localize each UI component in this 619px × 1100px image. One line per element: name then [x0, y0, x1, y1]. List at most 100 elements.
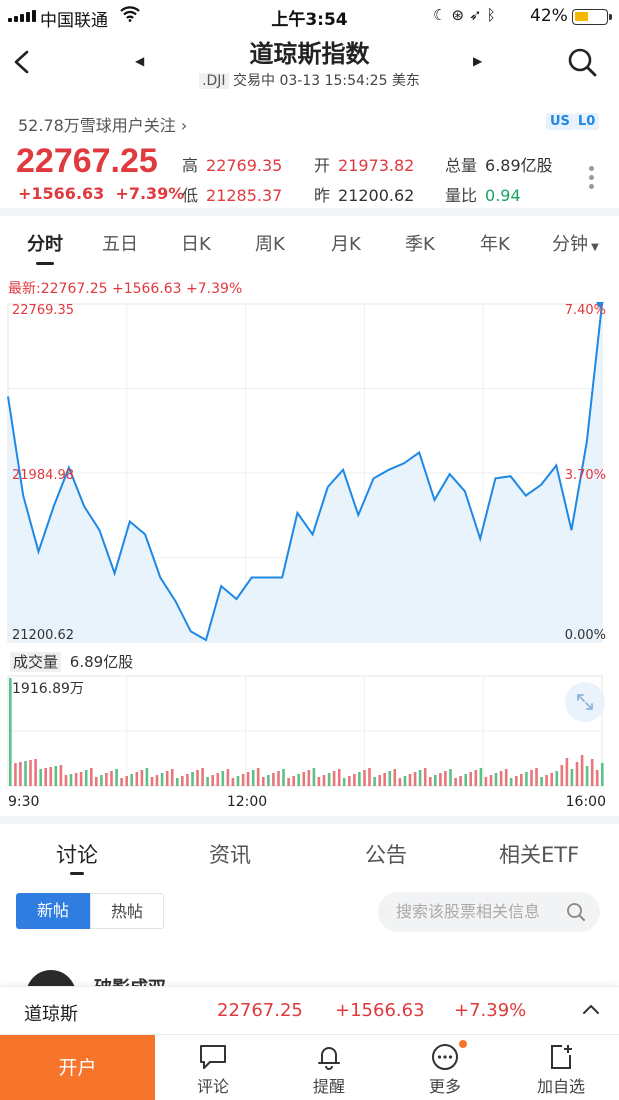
volume-bar — [277, 771, 280, 786]
sticky-quote-bar[interactable]: 道琼斯 22767.25 +1566.63 +7.39% — [0, 986, 619, 1034]
tab-5day[interactable]: 五日 — [102, 234, 138, 255]
volume-bar — [34, 759, 37, 786]
volume-bar — [216, 773, 220, 786]
tab-day-k[interactable]: 日K — [181, 234, 211, 255]
search-button[interactable] — [564, 44, 600, 80]
tab-discussion[interactable]: 讨论 — [56, 843, 98, 867]
level-tag: L0 — [574, 113, 600, 130]
price-line — [7, 303, 603, 642]
volume-bar — [494, 773, 498, 786]
stat-open: 开 21973.82 — [314, 156, 415, 175]
y-label-left: 22769.35 — [12, 303, 74, 318]
location-icon: ➶ — [469, 6, 487, 24]
volume-bar — [100, 775, 103, 786]
intraday-chart[interactable]: 22769.3521984.9821200.627.40%3.70%0.00% … — [0, 298, 619, 818]
volume-bar — [317, 777, 321, 786]
alert-button[interactable]: 提醒 — [271, 1035, 387, 1100]
volume-bar — [580, 755, 584, 786]
tab-intraday[interactable]: 分时 — [27, 234, 63, 255]
nav-subtitle: .DJI 交易中 03-13 15:54:25 美东 — [0, 70, 619, 90]
comment-button[interactable]: 评论 — [155, 1035, 271, 1100]
tab-month-k[interactable]: 月K — [331, 234, 361, 255]
volume-bar — [601, 763, 604, 786]
more-stats-button[interactable] — [589, 166, 595, 193]
volume-bar — [454, 778, 457, 786]
latest-quote-line: 最新:22767.25 +1566.63 +7.39% — [8, 281, 243, 297]
volume-bar — [246, 772, 250, 786]
y-label-left: 21200.62 — [12, 628, 74, 643]
volume-bar — [191, 772, 194, 786]
add-watchlist-icon — [551, 1045, 572, 1069]
volume-bar — [120, 778, 123, 786]
tab-related-etf[interactable]: 相关ETF — [499, 843, 580, 867]
change-value: +1566.63 — [18, 184, 105, 203]
back-button[interactable] — [8, 44, 38, 80]
volume-bar — [125, 776, 128, 786]
volume-bar — [444, 771, 447, 786]
quote-bar-change: +1566.63 — [335, 1000, 425, 1021]
segment-hot-posts[interactable]: 热帖 — [90, 893, 164, 929]
divider — [0, 208, 619, 216]
volume-bar — [302, 772, 306, 786]
stat-volume: 总量 6.89亿股 — [445, 156, 553, 175]
bluetooth-icon: ᛒ — [486, 6, 501, 24]
battery-icon — [572, 9, 612, 25]
tab-announcements[interactable]: 公告 — [365, 843, 407, 867]
volume-bar — [449, 769, 452, 786]
fullscreen-button[interactable] — [565, 682, 605, 722]
more-label: 更多 — [428, 1077, 461, 1096]
volume-bar — [337, 769, 341, 786]
stat-volume-ratio: 量比 0.94 — [445, 186, 521, 205]
rotation-lock-icon: ⊛ — [451, 6, 470, 24]
volume-bar — [479, 768, 483, 786]
volume-bar — [585, 766, 589, 786]
prev-stock-button[interactable]: ◀ — [135, 54, 145, 68]
next-stock-button[interactable]: ▶ — [473, 54, 483, 68]
volume-bar — [393, 769, 397, 786]
volume-bar — [312, 768, 316, 786]
volume-bar — [515, 776, 518, 786]
volume-bar — [221, 771, 225, 786]
segment-new-posts[interactable]: 新帖 — [16, 893, 90, 929]
add-watchlist-button[interactable]: 加自选 — [503, 1035, 619, 1100]
price-area-fill — [8, 304, 602, 642]
tab-quarter-k[interactable]: 季K — [405, 234, 435, 255]
comment-label: 评论 — [196, 1077, 229, 1096]
volume-label: 成交量 — [10, 652, 62, 672]
followers-link[interactable]: 52.78万雪球用户关注 › — [18, 112, 187, 136]
volume-bar — [110, 771, 113, 786]
status-bar: 中国联通 上午3:54 ☾⊛➶ᛒ 42% — [0, 0, 619, 32]
y-label-right: 0.00% — [565, 628, 606, 643]
stat-low: 低 21285.37 — [182, 186, 283, 205]
tab-week-k[interactable]: 周K — [255, 234, 285, 255]
volume-bar — [115, 769, 118, 786]
volume-bar — [181, 776, 184, 786]
post-search-input[interactable]: 搜索该股票相关信息 — [378, 892, 600, 932]
volume-bar — [201, 768, 204, 786]
volume-bar — [545, 775, 548, 786]
stat-high: 高 22769.35 — [182, 156, 283, 175]
volume-bar — [590, 759, 594, 786]
volume-bar — [241, 774, 245, 786]
volume-bar — [196, 770, 199, 786]
volume-bar — [565, 758, 569, 786]
volume-bar — [226, 769, 230, 786]
tab-minute[interactable]: 分钟 ▼ — [552, 234, 599, 255]
volume-bar — [398, 778, 402, 786]
volume-bar — [499, 771, 503, 786]
volume-bar — [251, 770, 255, 786]
volume-bar — [413, 772, 417, 786]
volume-bar — [59, 765, 63, 786]
open-account-button[interactable]: 开户 — [0, 1035, 155, 1100]
tab-year-k[interactable]: 年K — [480, 234, 510, 255]
bottom-toolbar: 开户 评论 提醒 更多 加自选 — [0, 1034, 619, 1100]
volume-bar — [423, 768, 427, 786]
tab-news[interactable]: 资讯 — [209, 843, 251, 867]
chevron-up-icon[interactable] — [582, 1003, 600, 1015]
volume-bar — [484, 777, 488, 786]
signal-icon — [8, 10, 36, 22]
status-icons: ☾⊛➶ᛒ — [433, 6, 501, 24]
volume-bar — [79, 772, 83, 786]
search-icon — [568, 48, 597, 77]
more-button[interactable]: 更多 — [387, 1035, 503, 1100]
